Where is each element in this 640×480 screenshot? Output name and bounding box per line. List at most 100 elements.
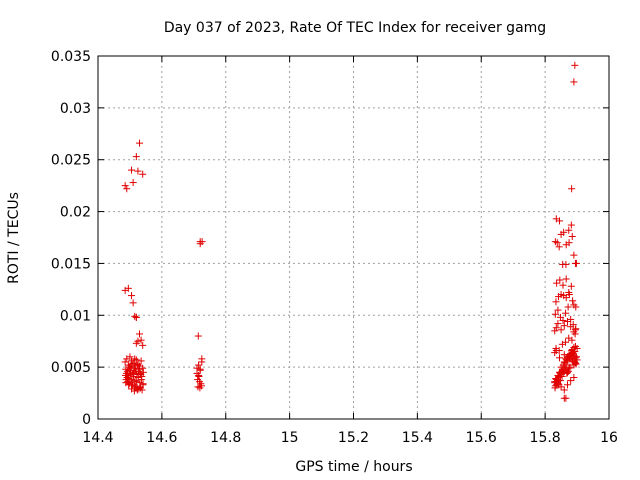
data-point: [551, 310, 559, 318]
data-point: [554, 306, 562, 314]
data-point: [126, 366, 134, 374]
data-point: [554, 380, 562, 388]
data-point: [128, 292, 136, 300]
data-point: [551, 384, 559, 392]
data-point: [562, 309, 570, 317]
data-point: [555, 354, 563, 362]
data-point: [551, 238, 559, 246]
data-point: [572, 325, 580, 333]
gridlines: [98, 56, 609, 419]
data-point: [129, 360, 137, 368]
data-point: [132, 356, 140, 364]
data-point: [571, 259, 579, 267]
data-point: [567, 350, 575, 358]
y-tick-label: 0.035: [51, 49, 91, 65]
y-tick-label: 0.02: [60, 205, 91, 221]
data-point: [136, 330, 144, 338]
data-point: [121, 182, 129, 190]
data-point: [570, 251, 578, 259]
data-point: [562, 338, 570, 346]
data-point: [573, 344, 581, 352]
y-tick-label: 0: [82, 412, 91, 428]
data-point: [570, 343, 578, 351]
data-point: [556, 276, 564, 284]
data-point: [137, 336, 145, 344]
data-point: [565, 239, 573, 247]
data-point: [139, 364, 147, 372]
data-point: [563, 368, 571, 376]
data-point: [198, 238, 206, 246]
data-point: [572, 353, 580, 361]
data-point: [125, 380, 133, 388]
x-tick-label: 14.6: [146, 430, 177, 446]
y-tick-label: 0.025: [51, 153, 91, 169]
data-point: [132, 153, 140, 161]
data-points: [121, 61, 581, 402]
data-point: [139, 341, 147, 349]
data-point: [552, 298, 560, 306]
data-point: [124, 371, 132, 379]
data-point: [552, 347, 560, 355]
data-point: [569, 321, 577, 329]
data-point: [570, 78, 578, 86]
data-point: [129, 179, 137, 187]
data-point: [124, 284, 132, 292]
data-point: [567, 377, 575, 385]
x-tick-label: 14.4: [82, 430, 113, 446]
data-point: [570, 374, 578, 382]
data-point: [195, 361, 203, 369]
data-point: [567, 315, 575, 323]
data-point: [198, 355, 206, 363]
data-point: [567, 282, 575, 290]
data-point: [568, 185, 576, 193]
y-tick-labels: 0 0.005 0.01 0.015 0.02 0.025 0.03 0.035: [51, 49, 91, 428]
data-point: [137, 376, 145, 384]
data-point: [125, 381, 133, 389]
data-point: [136, 369, 144, 377]
data-point: [131, 312, 139, 320]
data-point: [137, 370, 145, 378]
y-axis-label: ROTI / TECUs: [6, 192, 22, 284]
data-point: [553, 279, 561, 287]
x-axis-label: GPS time / hours: [295, 459, 412, 475]
data-point: [195, 372, 203, 380]
data-point: [563, 381, 571, 389]
data-point: [565, 226, 573, 234]
data-point: [562, 260, 570, 268]
data-point: [139, 381, 147, 389]
data-point: [134, 167, 142, 175]
data-point: [572, 360, 580, 368]
x-tick-label: 15.6: [466, 430, 497, 446]
data-point: [559, 281, 567, 289]
data-point: [134, 361, 142, 369]
data-point: [560, 351, 568, 359]
x-tick-label: 15.8: [530, 430, 561, 446]
data-point: [136, 139, 144, 147]
data-point: [552, 324, 560, 332]
data-point: [130, 364, 138, 372]
data-point: [565, 364, 573, 372]
data-point: [565, 355, 573, 363]
data-point: [562, 275, 570, 283]
data-point: [554, 320, 562, 328]
data-point: [131, 377, 139, 385]
x-tick-label: 15.2: [338, 430, 369, 446]
data-point: [551, 327, 559, 335]
data-point: [568, 232, 576, 240]
data-point: [572, 303, 580, 311]
y-tick-label: 0.005: [51, 360, 91, 376]
data-point: [133, 386, 141, 394]
data-point: [560, 322, 568, 330]
x-tick-label: 14.8: [210, 430, 241, 446]
data-point: [553, 239, 561, 247]
data-point: [137, 357, 145, 365]
y-tick-label: 0.015: [51, 256, 91, 272]
data-point: [562, 394, 570, 402]
data-point: [139, 170, 147, 178]
data-point: [197, 382, 205, 390]
data-point: [128, 166, 136, 174]
x-tick-label: 15: [281, 430, 299, 446]
data-point: [130, 387, 138, 395]
data-point: [121, 358, 129, 366]
